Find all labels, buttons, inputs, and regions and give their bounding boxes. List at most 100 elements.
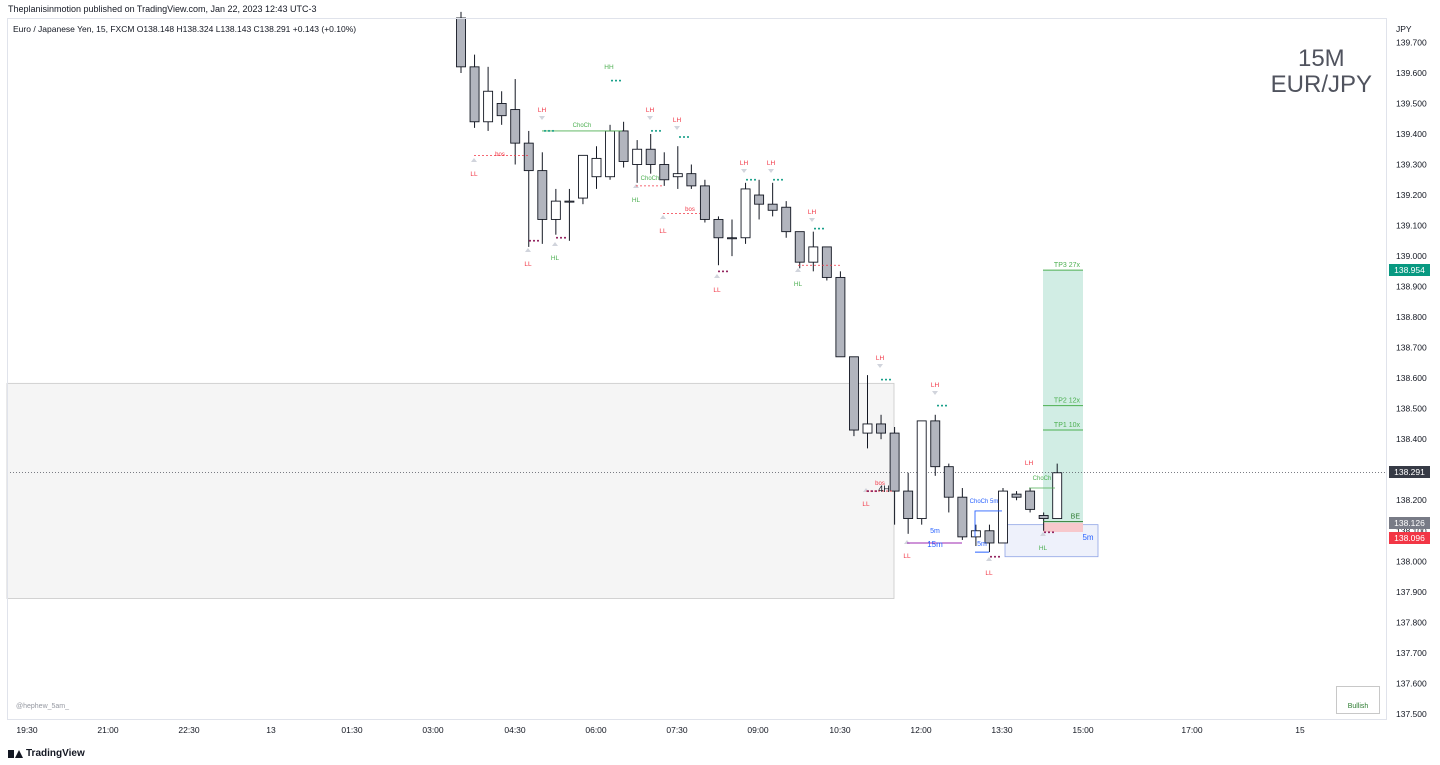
price-badge-entry: 138.126 [1389, 516, 1430, 529]
symbol-legend: Euro / Japanese Yen, 15, FXCM O138.148 H… [13, 24, 357, 34]
label-hl-1: HL [551, 255, 560, 262]
dots-ll-1-1 [533, 239, 535, 242]
dots-hh-1 [615, 79, 617, 82]
candle-body-3 [496, 103, 507, 117]
dots-choch-5-1 [777, 178, 779, 181]
tri-ll-7 [986, 557, 992, 561]
y-tick-1: 139.600 [1396, 68, 1427, 78]
y-tick-0: 139.700 [1396, 37, 1427, 47]
tri-hl-3 [795, 268, 801, 272]
candle-body-2 [483, 90, 494, 123]
label-ll-5: LL [862, 501, 870, 508]
label-ll-3: LL [659, 228, 667, 235]
candle-body-18 [699, 185, 710, 220]
candle-body-41 [1011, 493, 1022, 498]
label-hl-4: HL [1039, 545, 1048, 552]
dots-choch-2-2 [659, 129, 661, 132]
tradingview-logo[interactable]: TradingView [8, 742, 85, 765]
publish-header: Theplanisinmotion published on TradingVi… [8, 4, 317, 14]
dots-ll-3-2 [726, 270, 728, 273]
label-lh-9: LH [1025, 460, 1034, 467]
candle-body-17 [686, 173, 697, 187]
x-tick-2: 22:30 [178, 725, 200, 735]
pair-title: EUR/JPY [1270, 71, 1372, 98]
candle-body-32 [889, 432, 900, 492]
bullish-label: Bullish [1347, 703, 1369, 710]
candle-body-31 [876, 423, 886, 434]
label-lh-6: LH [808, 209, 817, 216]
order-block-zone [6, 382, 895, 599]
tp-label-0: TP3 27x [1054, 262, 1081, 269]
y-tick-13: 138.400 [1396, 434, 1427, 444]
tri-lh-2 [647, 116, 653, 120]
candle-body-39 [984, 530, 995, 544]
dots-hh-2 [619, 79, 621, 82]
candle-body-30 [862, 423, 873, 434]
dots-choch-5-2 [781, 178, 783, 181]
candle-body-29 [849, 356, 859, 431]
candle-body-34 [916, 420, 927, 520]
price-badge-TP3: 138.954 [1389, 264, 1430, 277]
label-ll-4: LL [713, 287, 721, 294]
dots-choch-5-0 [773, 178, 775, 181]
dots-ll-3-0 [718, 270, 720, 273]
y-tick-5: 139.200 [1396, 190, 1427, 200]
bullish-panel: Bullish [1336, 686, 1380, 714]
dots-ll-4-1 [871, 490, 873, 493]
tri-ll-4 [714, 274, 720, 278]
label-15m: 15m [927, 540, 943, 549]
label-ll-7: LL [985, 570, 993, 577]
y-tick-4: 139.300 [1396, 160, 1427, 170]
label-hl-3: HL [794, 281, 803, 288]
label-lh-3: LH [673, 117, 682, 124]
dots-ll-3-1 [722, 270, 724, 273]
tri-lh-3 [674, 126, 680, 130]
footer: TradingView [0, 742, 1440, 765]
dots-choch-4-2 [754, 178, 756, 181]
candle-body-37 [957, 496, 968, 538]
y-tick-16: 138.100 [1396, 526, 1427, 536]
dots-ll-5-1 [994, 555, 996, 558]
candle-body-15 [659, 164, 670, 181]
candle-body-10 [591, 157, 602, 178]
x-tick-6: 04:30 [504, 725, 526, 735]
y-tick-3: 139.400 [1396, 129, 1427, 139]
annotations-layer: TP3 27x TP2 12x TP1 10x BE HH LH LH LH LH LH LH LH L… [470, 64, 1094, 577]
dots-ll-2-1 [560, 236, 562, 239]
dots-ll-5-0 [990, 555, 992, 558]
candle-body-9 [578, 154, 588, 199]
candle-body-43 [1038, 515, 1049, 520]
dots-choch-4-1 [750, 178, 752, 181]
y-tick-2: 139.500 [1396, 98, 1427, 108]
tri-lh-7 [877, 364, 883, 368]
y-tick-17: 138.000 [1396, 556, 1427, 566]
tri-ll-1 [471, 158, 477, 162]
x-tick-13: 15:00 [1072, 725, 1094, 735]
brand-name: TradingView [26, 748, 85, 759]
y-tick-18: 137.900 [1396, 587, 1427, 597]
candle-body-4 [510, 109, 521, 144]
timeframe-title: 15M [1297, 45, 1345, 72]
label-lh-5: LH [767, 160, 776, 167]
label-hh: HH [604, 64, 614, 71]
candle-body-13 [632, 148, 643, 165]
dots-choch-8-0 [937, 404, 939, 407]
dots-ll-5-2 [998, 555, 1000, 558]
y-tick-6: 139.100 [1396, 221, 1427, 231]
candle-body-35 [930, 420, 941, 468]
take-profit-zone [1043, 270, 1083, 523]
tp-label-1: TP2 12x [1054, 398, 1081, 405]
candle-body-24 [781, 206, 792, 233]
tri-lh-8 [932, 391, 938, 395]
tri-ll-3 [660, 215, 666, 219]
tradingview-icon [8, 749, 23, 758]
candle-body-7 [550, 200, 561, 220]
label-choch-1: ChoCh [573, 123, 592, 129]
candle-body-26 [808, 246, 819, 263]
label-bos-1: bos [495, 152, 505, 158]
label-5m-2: 5m [977, 541, 987, 548]
x-tick-11: 12:00 [910, 725, 932, 735]
x-tick-14: 17:00 [1181, 725, 1203, 735]
dots-choch-1-1 [548, 129, 550, 132]
